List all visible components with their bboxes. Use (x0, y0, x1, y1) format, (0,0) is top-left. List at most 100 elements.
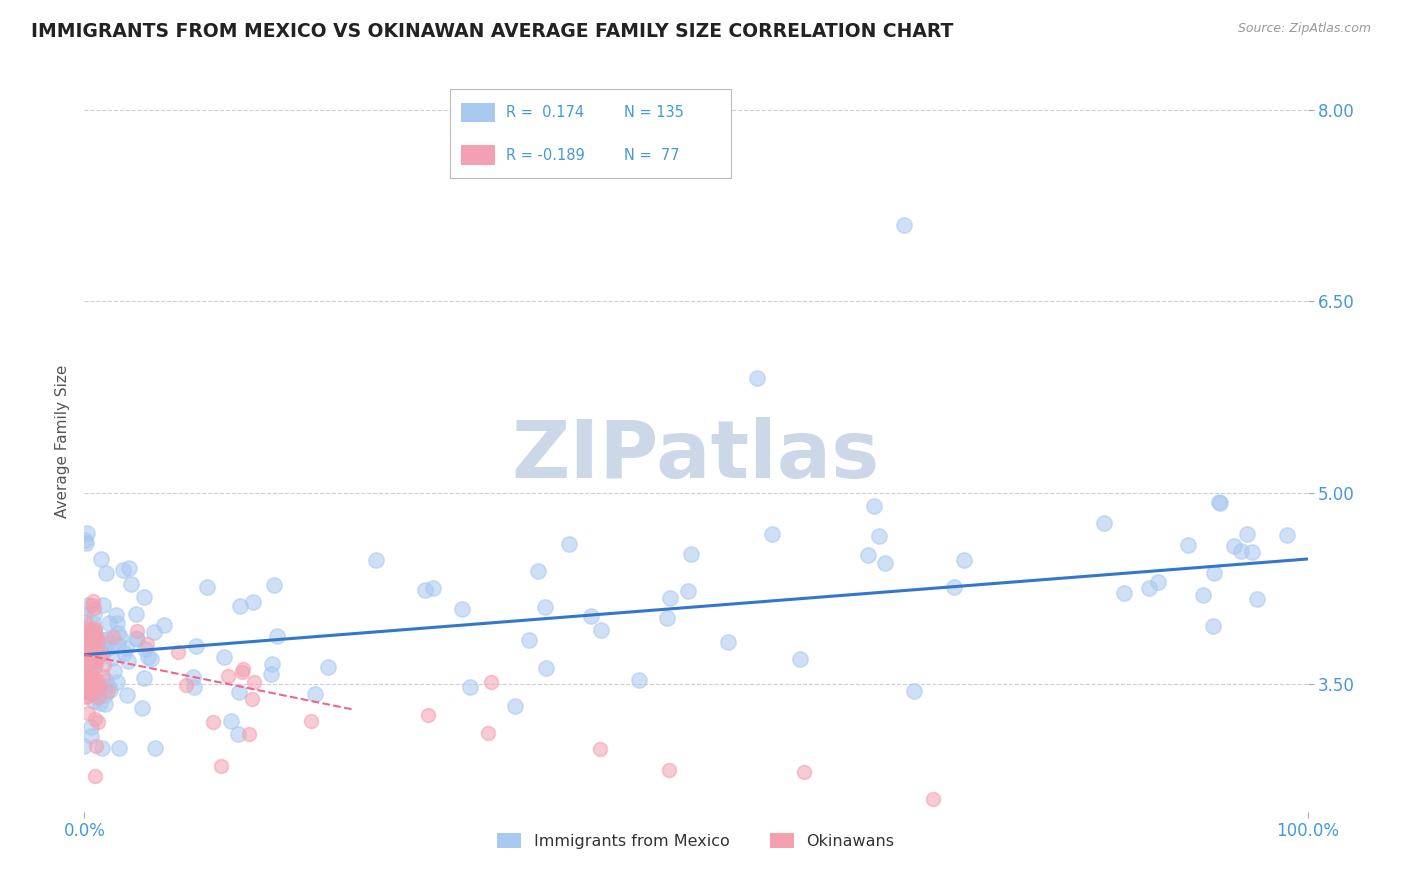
Point (93, 697, 115, 711)
Point (77, 638, 100, 652)
Point (131, 700, 153, 714)
Point (1222, 539, 1244, 553)
Point (75, 640, 97, 654)
Point (83, 623, 105, 637)
Text: IMMIGRANTS FROM MEXICO VS OKINAWAN AVERAGE FAMILY SIZE CORRELATION CHART: IMMIGRANTS FROM MEXICO VS OKINAWAN AVERA… (31, 22, 953, 41)
Point (75, 629, 97, 643)
Point (83, 607, 105, 621)
Bar (461, 145, 495, 165)
Point (260, 667, 283, 681)
Point (80, 647, 103, 661)
Point (1246, 591, 1268, 606)
Point (76, 706, 98, 721)
Point (96, 637, 118, 651)
Point (84, 655, 107, 669)
Point (97, 683, 120, 698)
Point (477, 726, 499, 740)
Point (77, 676, 100, 690)
Point (82, 594, 104, 608)
Point (527, 564, 550, 578)
Point (229, 599, 252, 613)
Point (101, 630, 124, 644)
Point (76, 623, 98, 637)
Point (242, 594, 264, 608)
Point (111, 563, 134, 577)
Point (534, 661, 557, 675)
Point (135, 637, 157, 651)
Point (125, 624, 148, 638)
Point (73, 649, 96, 664)
Point (231, 665, 253, 680)
Point (1146, 575, 1168, 590)
Point (84, 769, 107, 783)
Point (76, 656, 98, 670)
Point (117, 654, 139, 668)
Point (94, 688, 117, 702)
Point (77, 639, 100, 653)
Point (84, 739, 107, 754)
Point (747, 370, 769, 384)
Point (73, 621, 96, 635)
Point (75, 607, 97, 622)
Point (91, 647, 114, 661)
Point (94, 673, 117, 688)
Point (90, 551, 112, 566)
Point (76, 673, 98, 688)
Point (627, 673, 650, 688)
Point (1202, 618, 1225, 632)
Point (873, 556, 896, 570)
Point (132, 590, 155, 604)
Point (80, 654, 103, 668)
Point (82, 687, 104, 701)
Point (80, 598, 103, 612)
Point (655, 611, 678, 625)
Point (658, 763, 681, 777)
Text: R = -0.189: R = -0.189 (506, 148, 585, 162)
Point (952, 553, 974, 567)
Point (98, 640, 121, 654)
Point (83, 601, 105, 615)
Point (195, 580, 218, 594)
Point (103, 664, 125, 678)
Point (1204, 566, 1226, 580)
Text: R =  0.174: R = 0.174 (506, 105, 585, 120)
Point (114, 641, 136, 656)
Point (76, 673, 98, 687)
Point (82, 676, 104, 690)
Point (942, 580, 965, 594)
Point (1236, 526, 1258, 541)
Point (481, 675, 503, 690)
Point (209, 759, 232, 773)
Point (98, 615, 121, 630)
Point (416, 708, 439, 723)
Point (868, 528, 890, 542)
Point (1137, 582, 1160, 596)
Point (579, 609, 602, 624)
Point (75, 682, 97, 697)
Point (141, 652, 163, 666)
Point (84, 632, 107, 647)
Point (266, 630, 288, 644)
Point (263, 577, 285, 591)
Text: N =  77: N = 77 (624, 148, 681, 162)
Point (451, 601, 474, 615)
Point (86, 690, 108, 704)
Point (558, 536, 581, 550)
Point (214, 649, 236, 664)
Point (679, 547, 702, 561)
Point (87, 680, 110, 694)
Point (1177, 538, 1199, 552)
Point (83, 656, 105, 670)
Point (125, 607, 148, 621)
Point (228, 684, 250, 698)
Point (105, 675, 128, 690)
Point (82, 615, 104, 630)
Point (97, 679, 120, 693)
Point (118, 560, 141, 574)
Point (86, 690, 108, 704)
Point (75, 652, 97, 666)
Point (83, 660, 105, 674)
Point (105, 615, 128, 630)
Point (589, 742, 612, 756)
Point (80, 720, 103, 734)
